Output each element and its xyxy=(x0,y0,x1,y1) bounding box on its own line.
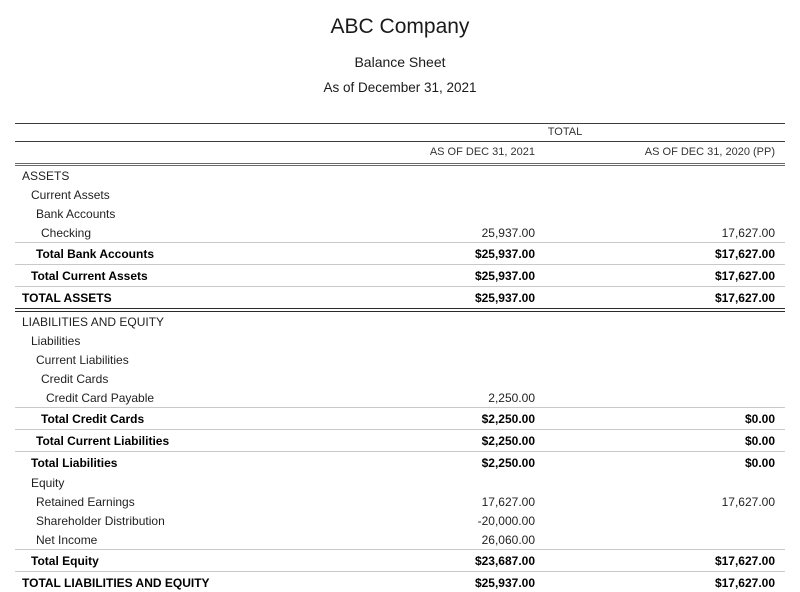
table-row: Checking 25,937.00 17,627.00 xyxy=(15,223,785,243)
table-row: Net Income 26,060.00 xyxy=(15,530,785,550)
account-label: Liabilities xyxy=(31,333,81,348)
account-label: Retained Earnings xyxy=(36,494,135,509)
table-row: Total Liabilities $2,250.00 $0.00 xyxy=(15,451,785,473)
account-label: ASSETS xyxy=(22,168,70,183)
column-header-row: AS OF DEC 31, 2021 AS OF DEC 31, 2020 (P… xyxy=(15,141,785,166)
report-title: Balance Sheet xyxy=(354,54,446,70)
account-label: Net Income xyxy=(36,532,98,547)
value-2020 xyxy=(537,473,785,492)
value-2020 xyxy=(537,369,785,388)
value-2020: $17,627.00 xyxy=(537,286,785,312)
value-2021: 26,060.00 xyxy=(481,532,535,547)
account-label: Total Equity xyxy=(15,549,345,572)
column-header-2020: AS OF DEC 31, 2020 (PP) xyxy=(537,141,785,166)
table-row: LIABILITIES AND EQUITY xyxy=(15,310,785,331)
account-label: Checking xyxy=(41,225,92,240)
report-header: ABC Company Balance Sheet As of December… xyxy=(0,0,800,95)
value-2020: $0.00 xyxy=(537,407,785,430)
table-row: Bank Accounts xyxy=(15,204,785,223)
value-2020: $17,627.00 xyxy=(537,549,785,572)
table-row: Liabilities xyxy=(15,331,785,350)
value-2021: -20,000.00 xyxy=(477,513,535,528)
value-2020: $0.00 xyxy=(537,429,785,452)
value-2020 xyxy=(537,331,785,350)
value-2020 xyxy=(537,350,785,369)
table-row: Current Assets xyxy=(15,185,785,204)
account-label: TOTAL ASSETS xyxy=(15,286,345,312)
column-header-2021: AS OF DEC 31, 2021 xyxy=(345,141,537,166)
account-label: Total Bank Accounts xyxy=(15,242,345,265)
value-2020: $17,627.00 xyxy=(537,571,785,592)
value-2020: 17,627.00 xyxy=(721,494,775,509)
table-body: ASSETS Current Assets Bank Accounts Chec… xyxy=(15,165,785,592)
value-2020: $17,627.00 xyxy=(537,264,785,287)
company-name: ABC Company xyxy=(330,15,470,38)
table-row: ASSETS xyxy=(15,165,785,186)
value-2021: $2,250.00 xyxy=(345,407,537,430)
table-row: Total Equity $23,687.00 $17,627.00 xyxy=(15,549,785,572)
value-2021 xyxy=(345,473,537,492)
value-2021: $25,937.00 xyxy=(345,571,537,592)
account-label: Credit Card Payable xyxy=(46,390,155,405)
value-2020 xyxy=(537,185,785,204)
account-label: Equity xyxy=(31,475,65,490)
report-date: As of December 31, 2021 xyxy=(323,80,477,95)
value-2021 xyxy=(345,165,537,186)
table-row: Current Liabilities xyxy=(15,350,785,369)
value-2021: $25,937.00 xyxy=(345,286,537,312)
table-row: Credit Cards xyxy=(15,369,785,388)
account-label: Current Liabilities xyxy=(36,352,129,367)
value-2021: $23,687.00 xyxy=(345,549,537,572)
account-column-header xyxy=(15,141,345,166)
table-row: TOTAL ASSETS $25,937.00 $17,627.00 xyxy=(15,286,785,312)
value-2021 xyxy=(345,369,537,388)
account-label: Total Current Assets xyxy=(15,264,345,287)
value-2020 xyxy=(537,310,785,331)
value-2020: $17,627.00 xyxy=(537,242,785,265)
account-label: Credit Cards xyxy=(41,371,109,386)
value-2021 xyxy=(345,204,537,223)
value-2020 xyxy=(537,204,785,223)
table-row: Equity xyxy=(15,473,785,492)
value-2020 xyxy=(537,165,785,186)
account-label: Total Liabilities xyxy=(15,451,345,473)
value-2020: $0.00 xyxy=(537,451,785,473)
balance-sheet-table: TOTAL AS OF DEC 31, 2021 AS OF DEC 31, 2… xyxy=(15,123,785,592)
column-group-header: TOTAL xyxy=(345,123,785,142)
account-label: Shareholder Distribution xyxy=(36,513,165,528)
account-label: TOTAL LIABILITIES AND EQUITY xyxy=(15,571,345,592)
value-2021: 17,627.00 xyxy=(481,494,535,509)
table-row: Total Credit Cards $2,250.00 $0.00 xyxy=(15,407,785,430)
value-2021: $25,937.00 xyxy=(345,264,537,287)
value-2021: $25,937.00 xyxy=(345,242,537,265)
value-2021 xyxy=(345,350,537,369)
table-row: Total Current Liabilities $2,250.00 $0.0… xyxy=(15,429,785,452)
account-label: Total Credit Cards xyxy=(15,407,345,430)
value-2020 xyxy=(537,530,785,550)
account-label: Total Current Liabilities xyxy=(15,429,345,452)
value-2021: 2,250.00 xyxy=(488,390,535,405)
value-2020 xyxy=(537,388,785,408)
value-2021 xyxy=(345,185,537,204)
column-group-spacer xyxy=(15,123,345,142)
table-row: Total Current Assets $25,937.00 $17,627.… xyxy=(15,264,785,287)
account-label: LIABILITIES AND EQUITY xyxy=(22,314,165,329)
table-row: Retained Earnings 17,627.00 17,627.00 xyxy=(15,492,785,511)
value-2020 xyxy=(537,511,785,530)
account-label: Current Assets xyxy=(31,187,110,202)
value-2020: 17,627.00 xyxy=(721,225,775,240)
value-2021: $2,250.00 xyxy=(345,429,537,452)
value-2021 xyxy=(345,310,537,331)
value-2021: 25,937.00 xyxy=(481,225,535,240)
table-row: Total Bank Accounts $25,937.00 $17,627.0… xyxy=(15,242,785,265)
table-row: Credit Card Payable 2,250.00 xyxy=(15,388,785,408)
value-2021 xyxy=(345,331,537,350)
table-row: TOTAL LIABILITIES AND EQUITY $25,937.00 … xyxy=(15,571,785,592)
value-2021: $2,250.00 xyxy=(345,451,537,473)
account-label: Bank Accounts xyxy=(36,206,116,221)
table-row: Shareholder Distribution -20,000.00 xyxy=(15,511,785,530)
column-group-row: TOTAL xyxy=(15,123,785,142)
table-header: TOTAL AS OF DEC 31, 2021 AS OF DEC 31, 2… xyxy=(15,123,785,166)
